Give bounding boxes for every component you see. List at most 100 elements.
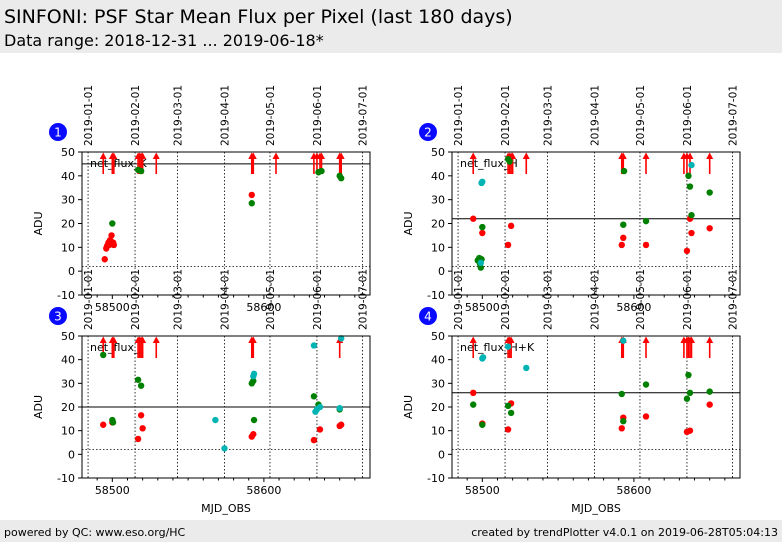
y-tick-label: 40 [61,354,75,367]
x-tick-label: 58500 [95,484,130,497]
date-tick-label: 2019-02-01 [500,85,512,146]
y-tick-label: 10 [431,241,445,254]
outlier-arrow-head [110,336,118,343]
y-tick-label: 10 [61,425,75,438]
chart-panel-4: 2019-01-01 2019-02-01 2019-03-01 2019-04-01… [402,269,741,515]
header-bar: SINFONI: PSF Star Mean Flux per Pixel (l… [0,0,782,53]
plot-frame [451,335,741,479]
data-point-red [470,389,477,396]
x-tick-label: 58600 [616,484,651,497]
data-point-green [310,393,318,400]
x-tick-label: 58500 [465,484,500,497]
y-tick-label: 50 [431,330,445,343]
plot-frame [81,335,371,479]
y-tick-label: 0 [438,265,445,278]
outlier-arrow-head [99,152,107,159]
chart-panel-1: 2019-01-01 2019-02-01 2019-03-01 2019-04-01… [32,85,371,314]
outlier-arrow-head [509,152,517,159]
y-tick-label: -10 [57,472,75,485]
data-point-red [479,229,486,237]
data-point-cyan [620,337,627,344]
data-point-red [688,229,695,237]
date-tick-label: 2019-03-01 [172,269,184,330]
y-tick-label: -10 [57,289,75,302]
outlier-arrow-head [619,152,627,159]
outlier-arrow-head [110,152,118,159]
data-point-green [620,221,627,228]
y-tick-label: 0 [68,265,75,278]
footer-bar: powered by QC: www.eso.org/HC created by… [0,520,782,542]
date-tick-label: 2019-04-01 [589,85,601,146]
data-point-cyan [338,335,345,342]
date-tick-label: 2019-06-01 [312,85,324,146]
data-point-red [507,222,515,230]
data-point-green [109,220,116,227]
data-point-red [504,241,512,249]
data-point-red [100,421,107,428]
x-tick-label: 58600 [246,301,281,314]
panel-number-badge [49,307,67,325]
date-tick-label: 2019-03-01 [172,85,184,146]
y-tick-label: 30 [431,194,445,207]
date-tick-label: 2019-04-01 [219,85,231,146]
y-tick-label: -10 [427,289,445,302]
y-tick-label: 30 [61,377,75,390]
data-point-cyan [688,161,695,169]
outlier-arrow-head [469,336,477,343]
plots-area: 2019-01-01 2019-02-01 2019-03-01 2019-04-01… [32,85,741,515]
y-tick-label: 20 [431,218,445,231]
date-tick-label: 2019-06-01 [312,269,324,330]
date-tick-label: 2019-05-01 [265,269,277,330]
y-tick-label: 20 [61,218,75,231]
data-point-green [250,377,257,385]
data-point-red [316,426,324,433]
date-tick-label: 2019-05-01 [635,269,647,330]
date-tick-label: 2019-05-01 [265,85,277,146]
x-axis-label: MJD_OBS [201,502,251,515]
date-tick-label: 2019-07-01 [727,269,739,330]
panel-number-badge [419,123,437,141]
outlier-arrow-head [249,336,257,343]
x-tick-label: 58500 [465,301,500,314]
x-tick-label: 58500 [95,301,130,314]
y-axis-label: ADU [32,211,45,235]
date-tick-label: 2019-05-01 [635,85,647,146]
data-point-green [507,409,515,417]
data-point-green [642,381,650,388]
date-tick-label: 2019-02-01 [130,269,142,330]
x-tick-label: 58600 [246,484,281,497]
outlier-arrow-head [686,152,694,159]
data-point-cyan [479,178,486,185]
y-tick-label: -10 [427,472,445,485]
data-point-green [686,389,694,396]
data-point-cyan [479,354,487,361]
panel-label: net_flux_H+K [460,341,535,354]
data-point-green [620,418,627,425]
data-point-green [686,183,694,190]
outlier-arrow-head [469,152,477,159]
y-tick-label: 30 [431,377,445,390]
y-tick-label: 0 [438,448,445,461]
y-axis-label: ADU [32,395,45,419]
data-point-green [109,419,117,426]
panel-number-badge [419,307,437,325]
data-point-cyan [250,370,258,378]
data-point-cyan [336,404,343,412]
data-point-green [137,167,145,175]
data-point-red [139,425,146,432]
date-tick-label: 2019-04-01 [589,269,601,330]
y-tick-label: 40 [431,170,445,183]
data-point-green [683,395,691,402]
outlier-arrow-head [139,152,147,159]
data-point-red [137,412,145,419]
data-point-green [504,402,512,410]
data-point-green [618,390,625,398]
data-point-red [706,225,713,232]
date-tick-label: 2019-06-01 [682,269,694,330]
data-point-green [479,223,486,231]
data-point-red [338,421,345,428]
data-point-green [477,264,484,271]
data-point-red [618,241,625,249]
data-point-green [338,175,345,182]
x-axis-label: MJD_OBS [571,502,621,515]
